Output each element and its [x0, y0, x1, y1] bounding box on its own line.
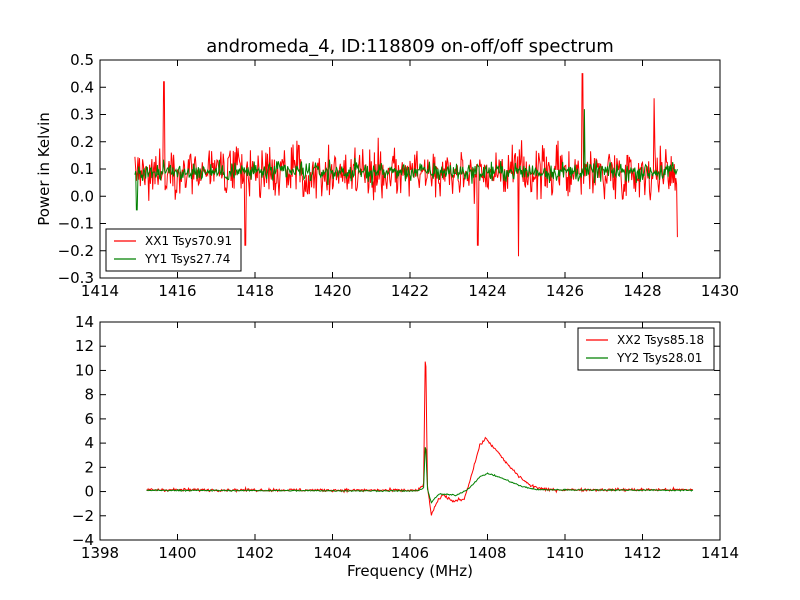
x-tick-label: 1416 [158, 282, 196, 300]
y-tick-label: 0.1 [70, 160, 94, 178]
x-tick-label: 1398 [81, 544, 119, 562]
legend-label-xx2: XX2 Tsys85.18 [617, 333, 704, 347]
x-tick-label: 1408 [468, 544, 506, 562]
y-tick-label: −0.1 [58, 215, 94, 233]
x-tick-label: 1414 [701, 544, 739, 562]
y-tick-label: 0.0 [70, 187, 94, 205]
top-panel-ticks: 1414 1416 1418 1420 1422 1424 1426 1428 1430 −0.3… [58, 51, 740, 300]
y-axis-label: Power in Kelvin [35, 112, 53, 226]
x-tick-label: 1406 [391, 544, 429, 562]
y-tick-label: 0.4 [70, 78, 94, 96]
x-tick-label: 1426 [546, 282, 584, 300]
x-axis-label: Frequency (MHz) [347, 562, 473, 580]
y-tick-label: 14 [75, 313, 94, 331]
x-tick-label: 1430 [701, 282, 739, 300]
top-panel: 1414 1416 1418 1420 1422 1424 1426 1428 1430 −0.3… [35, 51, 739, 300]
x-tick-label: 1414 [81, 282, 119, 300]
chart-title: andromeda_4, ID:118809 on-off/off spectr… [206, 36, 614, 57]
x-tick-label: 1418 [236, 282, 274, 300]
y-tick-label: 6 [84, 410, 94, 428]
y-tick-label: 2 [84, 458, 94, 476]
y-tick-label: 0.3 [70, 106, 94, 124]
y-tick-label: 0.5 [70, 51, 94, 69]
bottom-legend-box [577, 327, 715, 371]
top-legend: XX1 Tsys70.91 YY1 Tsys27.74 [105, 228, 242, 272]
y-tick-label: −4 [72, 531, 94, 549]
series-line-yy2 [146, 447, 694, 504]
top-legend-box [105, 228, 242, 272]
x-tick-label: 1420 [313, 282, 351, 300]
legend-label-xx1: XX1 Tsys70.91 [145, 234, 232, 248]
y-tick-label: −2 [72, 507, 94, 525]
y-tick-label: −0.3 [58, 269, 94, 287]
y-tick-label: −0.2 [58, 242, 94, 260]
x-tick-label: 1410 [546, 544, 584, 562]
top-panel-series [134, 73, 678, 257]
x-tick-label: 1402 [236, 544, 274, 562]
x-tick-label: 1404 [313, 544, 351, 562]
y-tick-label: 8 [84, 386, 94, 404]
y-tick-label: 0 [84, 483, 94, 501]
series-line-yy1 [134, 109, 678, 211]
x-tick-label: 1422 [391, 282, 429, 300]
bottom-panel-ticks: 1398 1400 1402 1404 1406 1408 1410 1412 1414−4−2… [72, 313, 739, 562]
x-tick-label: 1428 [623, 282, 661, 300]
x-tick-label: 1400 [158, 544, 196, 562]
y-tick-label: 12 [75, 337, 94, 355]
x-tick-label: 1412 [623, 544, 661, 562]
y-tick-label: 0.2 [70, 133, 94, 151]
y-tick-label: 4 [84, 434, 94, 452]
legend-label-yy2: YY2 Tsys28.01 [616, 351, 702, 365]
legend-label-yy1: YY1 Tsys27.74 [144, 252, 230, 266]
y-tick-label: 10 [75, 361, 94, 379]
series-line-xx2 [146, 361, 694, 516]
bottom-legend: XX2 Tsys85.18 YY2 Tsys28.01 [577, 327, 715, 371]
bottom-panel: 1398 1400 1402 1404 1406 1408 1410 1412 1414−4−2… [72, 313, 739, 580]
bottom-panel-series [146, 361, 694, 516]
x-tick-label: 1424 [468, 282, 506, 300]
